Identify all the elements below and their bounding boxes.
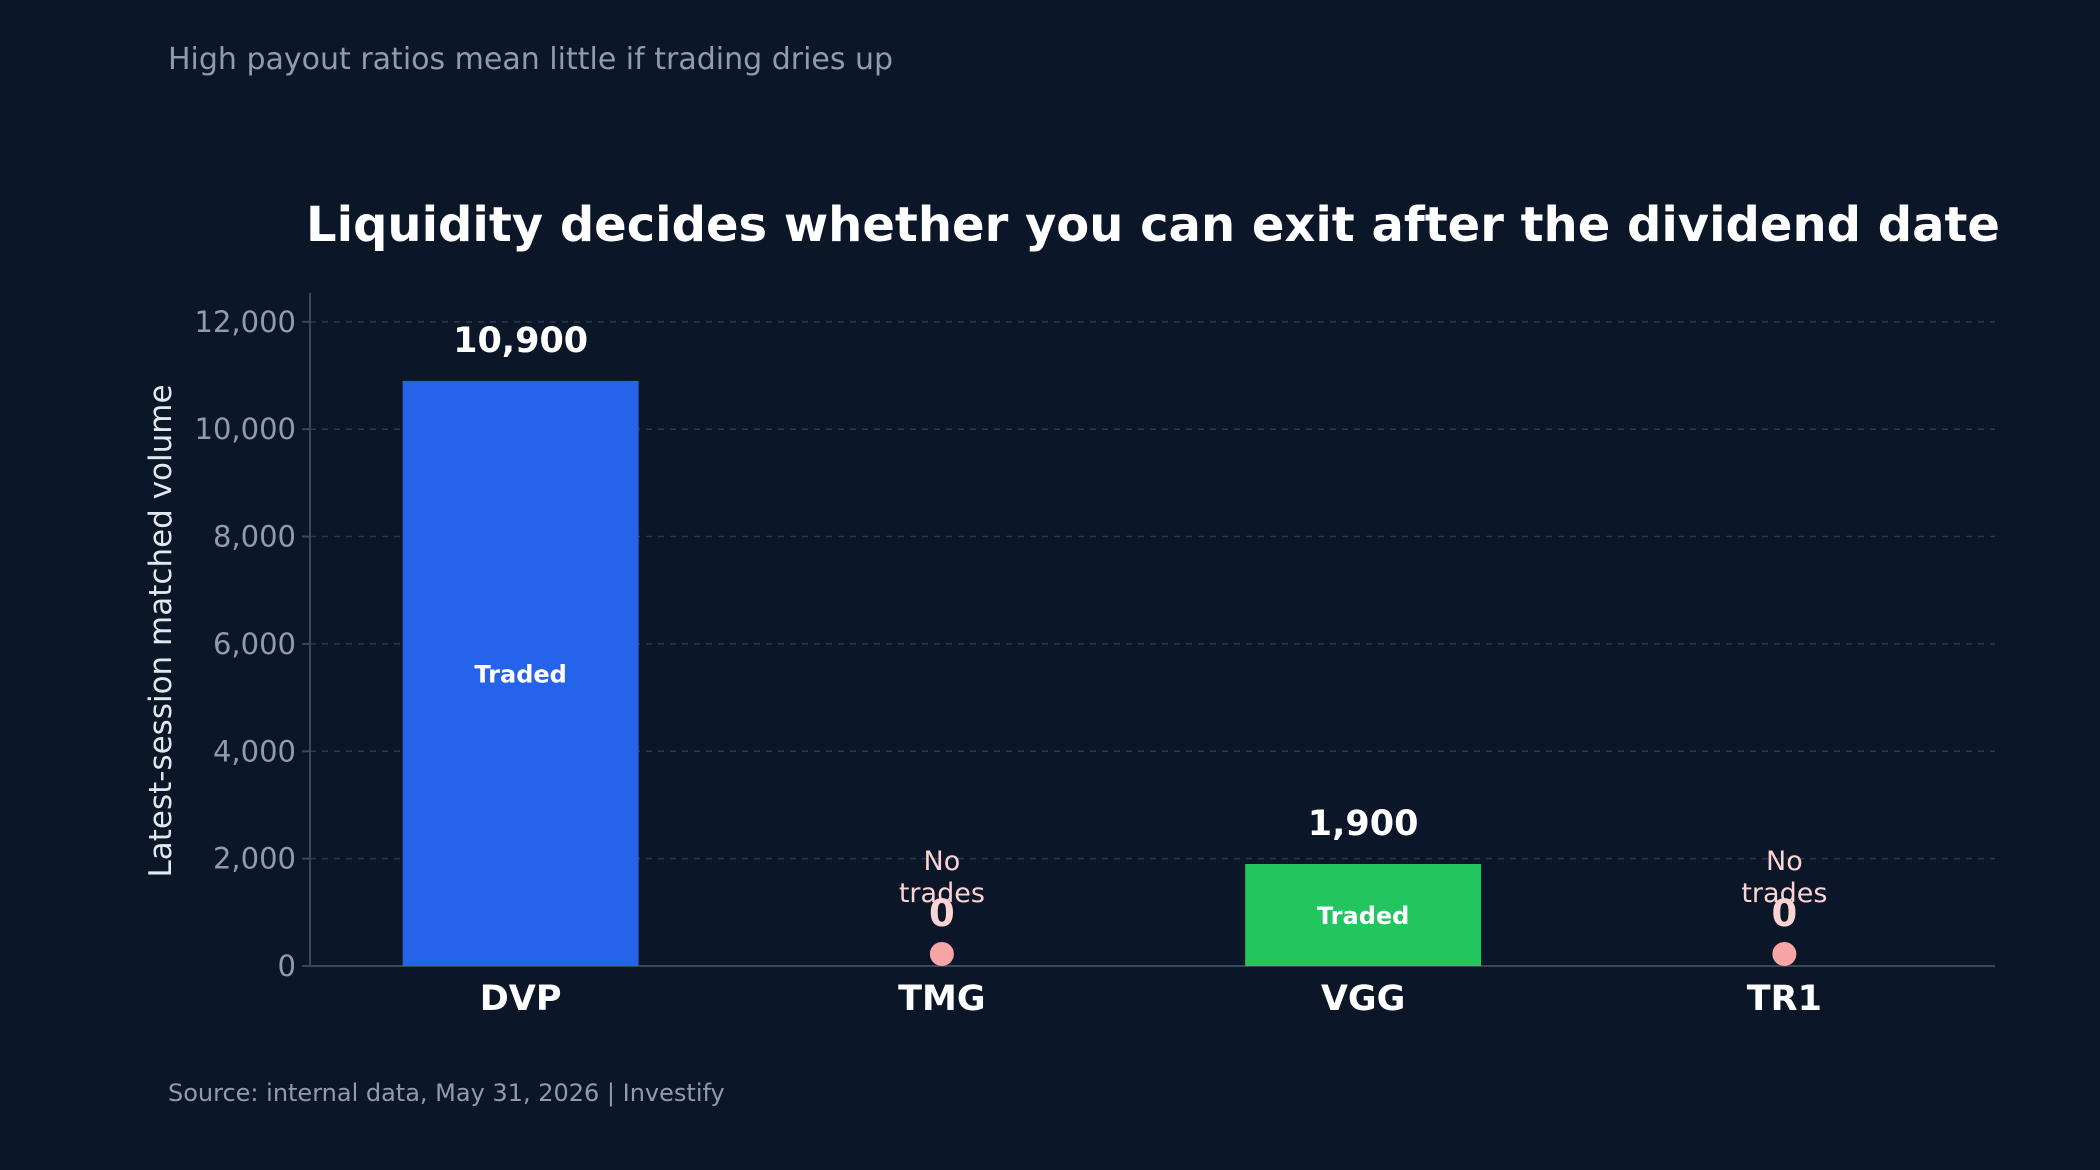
- y-axis-ticks: 0 2,000 4,000 6,000 8,000 10,000 12,000: [195, 305, 310, 983]
- y-tick-label: 12,000: [195, 305, 296, 339]
- bar-value-label: 1,900: [1308, 804, 1419, 844]
- bar-value-label: 0: [929, 892, 955, 935]
- chart-title: Liquidity decides whether you can exit a…: [306, 197, 2000, 253]
- bar-value-label: 0: [1772, 892, 1798, 935]
- no-trade-marker: [929, 942, 954, 966]
- bar-value-label: 10,900: [453, 321, 588, 361]
- bar-group-dvp: DVP 10,900 Traded: [402, 321, 639, 1019]
- bar: [402, 380, 639, 966]
- no-trades-note: No trades: [899, 846, 985, 909]
- x-tick-label: TR1: [1747, 979, 1822, 1019]
- y-tick-label: 6,000: [213, 627, 296, 661]
- bar-status-label: Traded: [1317, 902, 1409, 930]
- x-tick-label: DVP: [480, 979, 562, 1019]
- y-tick-label: 2,000: [213, 842, 296, 876]
- y-tick-label: 10,000: [195, 412, 296, 446]
- y-axis-label: Latest-session matched volume: [143, 384, 179, 877]
- no-trades-note-line: trades: [899, 878, 985, 909]
- source-note: Source: internal data, May 31, 2026 | In…: [168, 1079, 725, 1107]
- x-tick-label: VGG: [1321, 979, 1406, 1019]
- bar-status-label: Traded: [474, 660, 566, 688]
- bar: [1245, 864, 1482, 966]
- no-trade-marker: [1772, 942, 1797, 966]
- no-trades-note: No trades: [1741, 846, 1827, 909]
- y-tick-label: 8,000: [213, 520, 296, 554]
- bar-group-vgg: VGG 1,900 Traded: [1245, 804, 1482, 1019]
- y-tick-label: 4,000: [213, 734, 296, 768]
- no-trades-note-line: trades: [1741, 878, 1827, 909]
- x-tick-label: TMG: [898, 979, 985, 1019]
- no-trades-note-line: No: [924, 846, 961, 877]
- y-tick-label: 0: [278, 949, 296, 983]
- no-trades-note-line: No: [1766, 846, 1803, 877]
- chart-subtitle: High payout ratios mean little if tradin…: [168, 42, 893, 77]
